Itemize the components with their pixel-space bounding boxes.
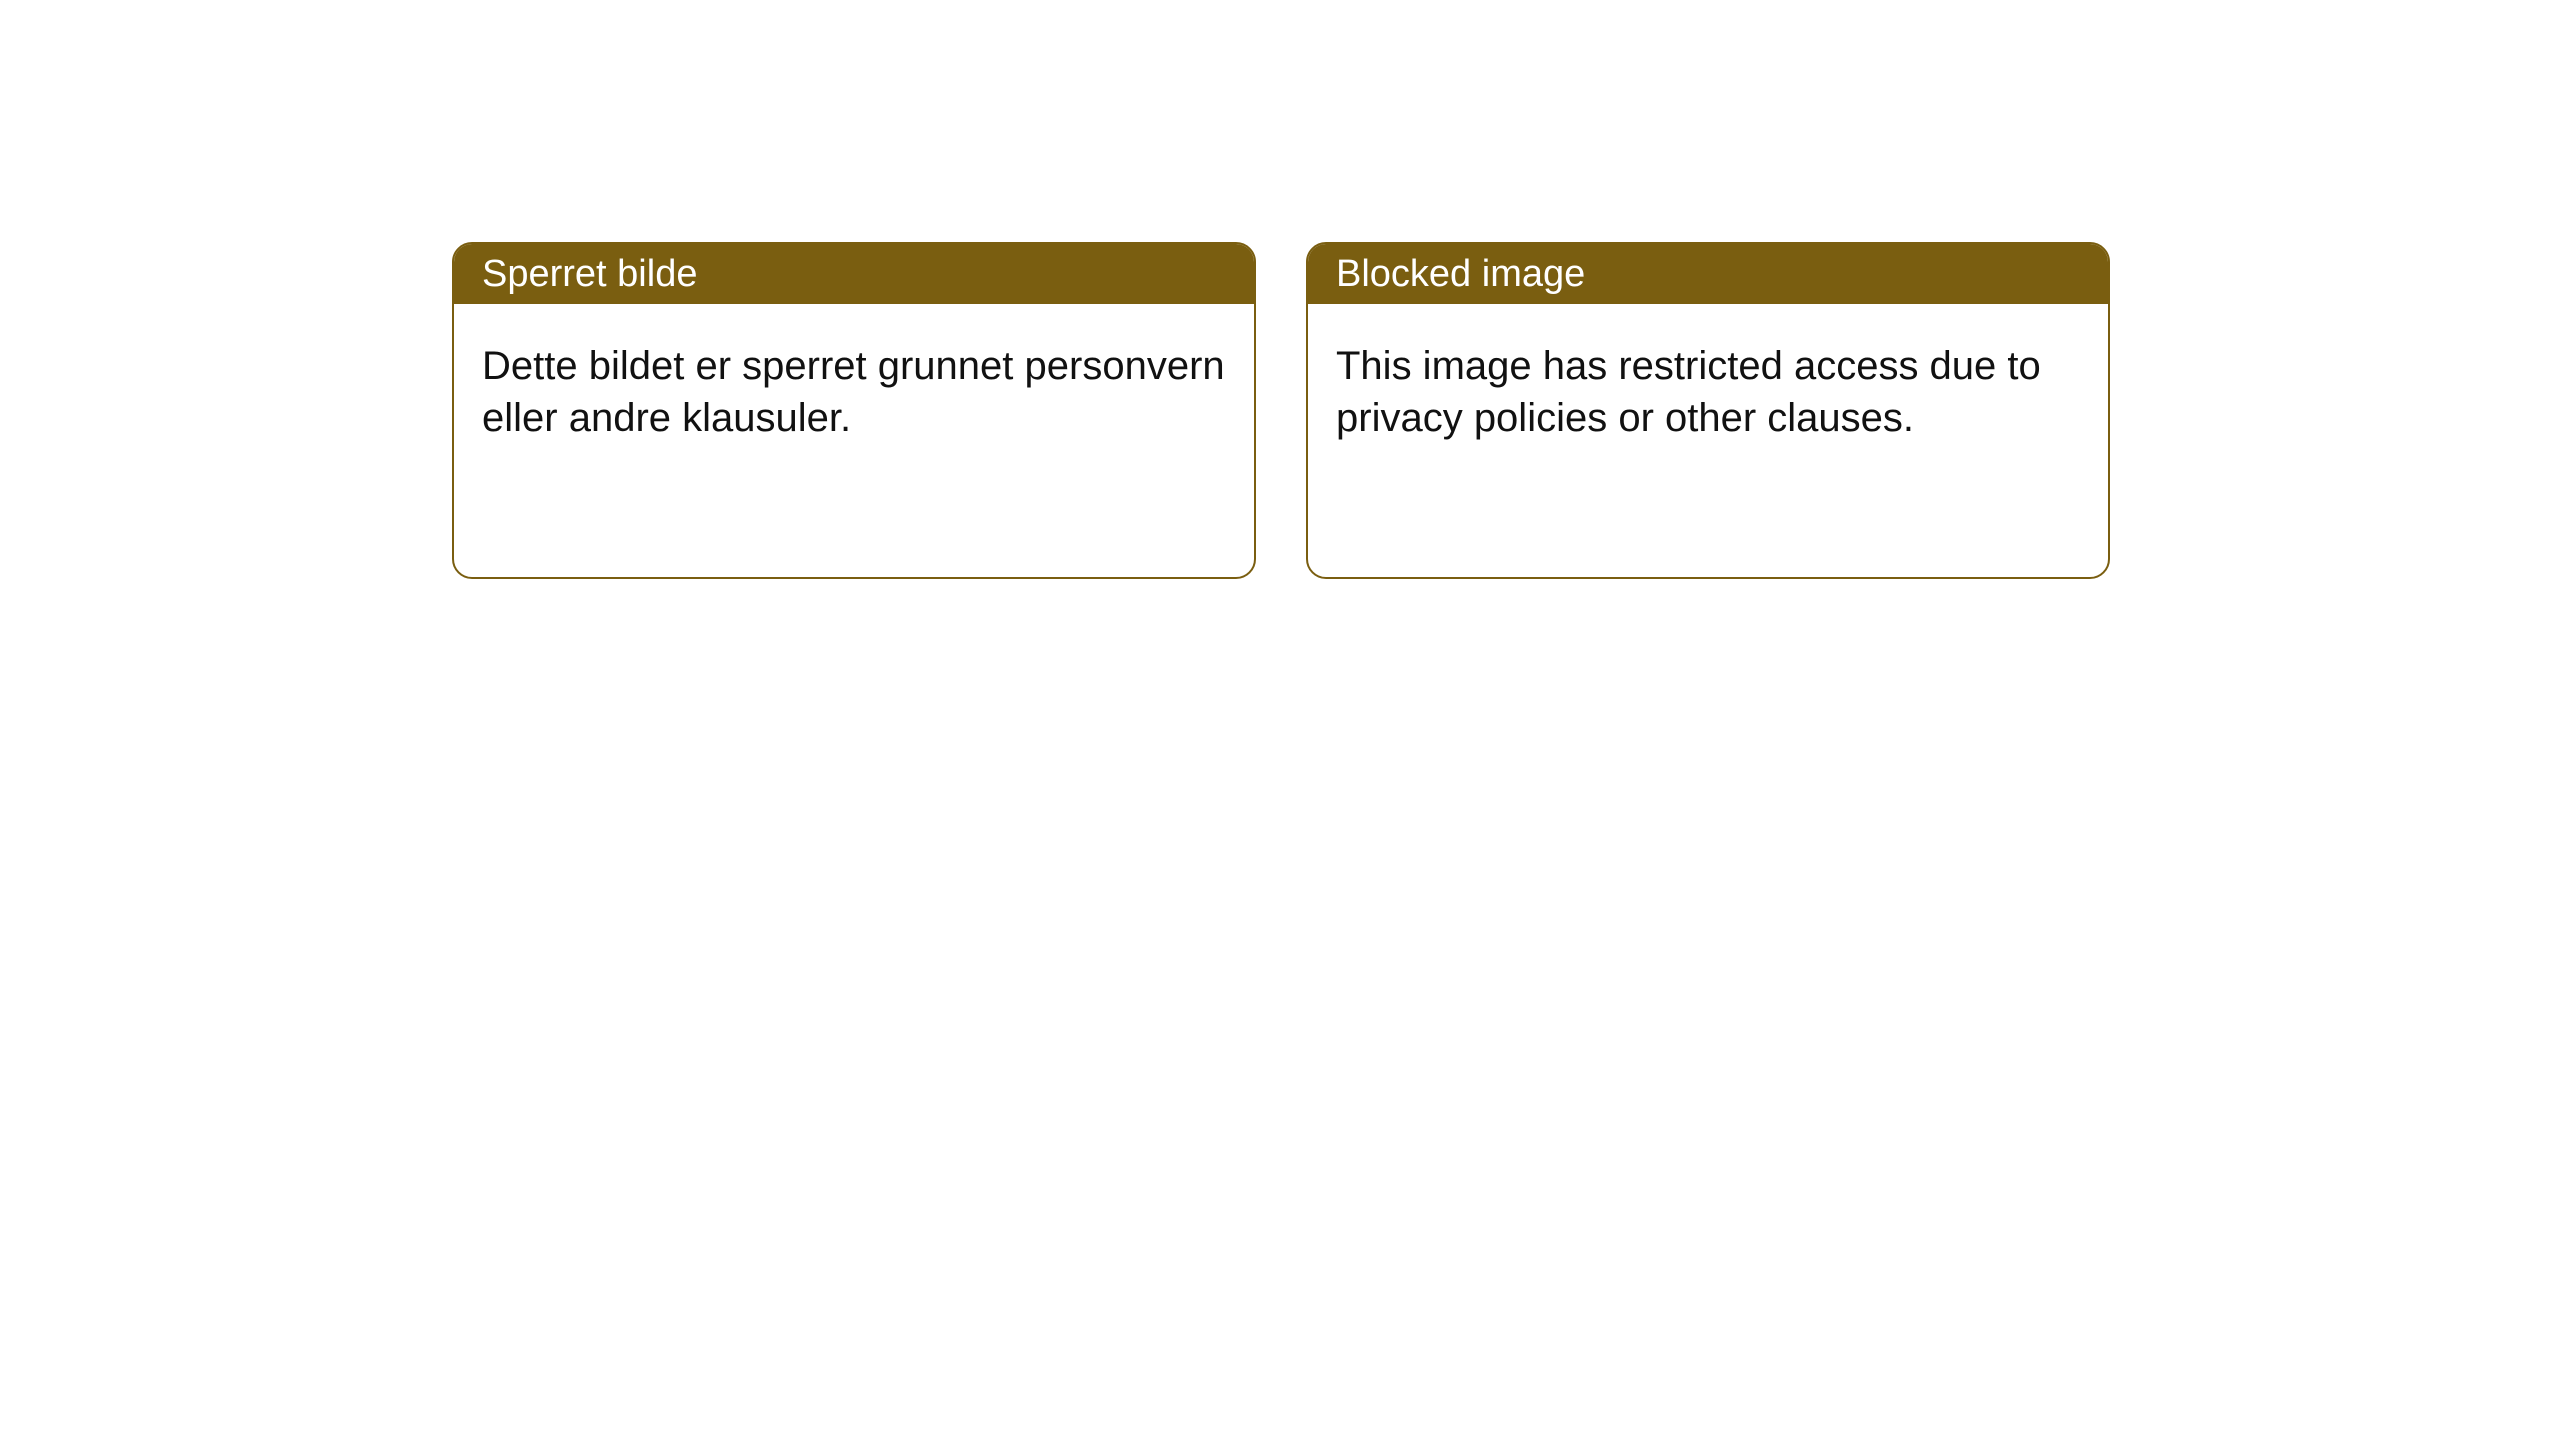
card-header: Blocked image	[1308, 244, 2108, 304]
card-body: Dette bildet er sperret grunnet personve…	[454, 304, 1254, 480]
notice-card-english: Blocked image This image has restricted …	[1306, 242, 2110, 579]
card-title: Blocked image	[1336, 253, 1585, 296]
card-body-text: Dette bildet er sperret grunnet personve…	[482, 344, 1225, 440]
card-header: Sperret bilde	[454, 244, 1254, 304]
card-title: Sperret bilde	[482, 253, 697, 296]
card-body: This image has restricted access due to …	[1308, 304, 2108, 480]
notice-cards-container: Sperret bilde Dette bildet er sperret gr…	[0, 0, 2560, 579]
card-body-text: This image has restricted access due to …	[1336, 344, 2041, 440]
notice-card-norwegian: Sperret bilde Dette bildet er sperret gr…	[452, 242, 1256, 579]
